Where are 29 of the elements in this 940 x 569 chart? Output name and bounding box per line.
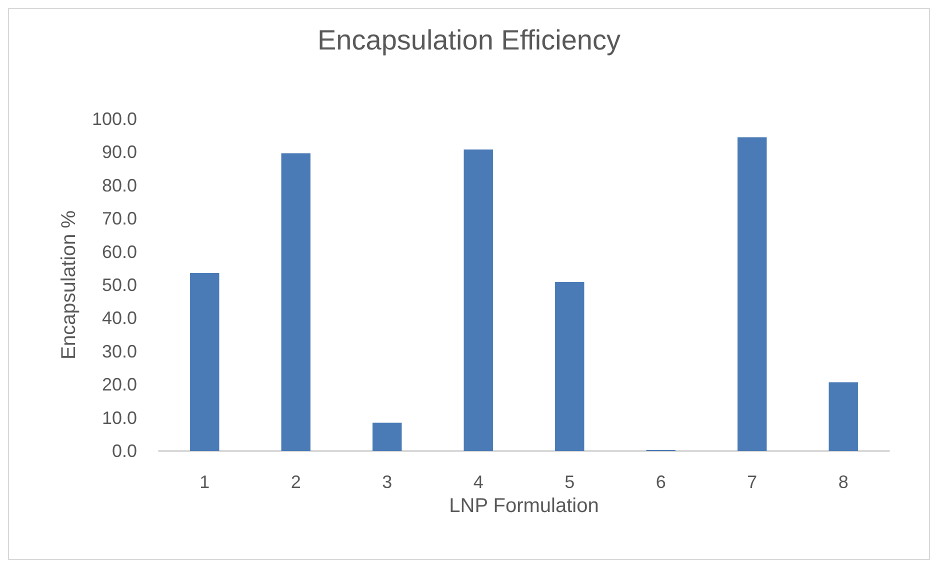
bar	[828, 382, 858, 451]
y-tick-label: 0.0	[112, 441, 137, 461]
bar	[281, 153, 310, 451]
y-tick-label: 50.0	[102, 275, 137, 295]
y-tick-label: 20.0	[102, 374, 137, 395]
x-tick-label: 3	[382, 472, 392, 492]
x-tick-label: 6	[656, 472, 666, 492]
x-tick-label: 4	[473, 472, 484, 492]
y-axis-title: Encapsulation %	[58, 210, 80, 360]
y-tick-label: 100.0	[92, 109, 137, 129]
x-tick-label: 2	[290, 472, 301, 492]
bar	[372, 422, 402, 451]
y-tick-label: 10.0	[102, 408, 137, 428]
bar	[738, 137, 767, 451]
bar	[464, 150, 493, 451]
bar	[555, 282, 584, 451]
y-tick-label: 60.0	[102, 242, 137, 262]
x-axis-title: LNP Formulation	[449, 495, 599, 517]
bar	[190, 273, 220, 451]
x-tick-label: 7	[747, 472, 758, 492]
y-tick-label: 80.0	[102, 175, 137, 196]
y-tick-label: 30.0	[102, 341, 137, 362]
y-tick-label: 40.0	[102, 308, 137, 328]
x-tick-label: 5	[564, 472, 575, 492]
x-tick-label: 8	[838, 472, 848, 492]
y-tick-label: 70.0	[102, 208, 137, 229]
chart-title: Encapsulation Efficiency	[318, 24, 620, 56]
y-tick-label: 90.0	[102, 142, 137, 162]
x-tick-label: 1	[200, 472, 210, 492]
